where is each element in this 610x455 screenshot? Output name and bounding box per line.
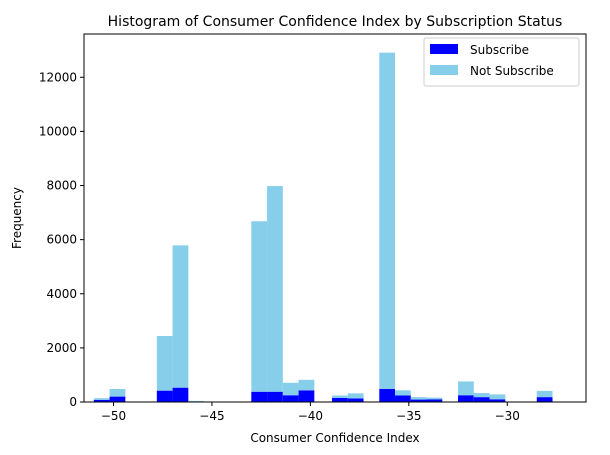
- bar-not-subscribe-0: [93, 398, 110, 400]
- bar-not-subscribe-10: [347, 393, 364, 399]
- bar-subscribe-15: [458, 395, 474, 402]
- plot-frame: [83, 33, 587, 403]
- chart-title: Histogram of Consumer Confidence Index b…: [108, 14, 563, 30]
- y-tick-label: 0: [69, 395, 77, 409]
- y-tick-label: 6000: [46, 233, 77, 247]
- bar-not-subscribe-5: [251, 221, 268, 392]
- legend-swatch-subscribe: [430, 44, 458, 54]
- x-tick-label: −45: [199, 409, 224, 423]
- bar-not-subscribe-13: [410, 397, 427, 400]
- bar-subscribe-14: [426, 399, 443, 402]
- bar-subscribe-6: [267, 391, 283, 402]
- bar-not-subscribe-12: [395, 390, 411, 396]
- bar-subscribe-17: [489, 399, 506, 402]
- legend-label-not-subscribe: Not Subscribe: [470, 64, 554, 78]
- bar-not-subscribe-4: [188, 400, 205, 402]
- bar-subscribe-16: [473, 397, 490, 402]
- bar-not-subscribe-14: [426, 397, 443, 400]
- bar-subscribe-9: [332, 397, 348, 402]
- bar-not-subscribe-15: [458, 381, 474, 396]
- legend-swatch-not-subscribe: [430, 65, 458, 75]
- y-tick-label: 2000: [46, 341, 77, 355]
- x-tick-label: −30: [495, 409, 520, 423]
- x-tick-label: −50: [101, 409, 126, 423]
- x-axis-label: Consumer Confidence Index: [250, 431, 419, 445]
- bar-not-subscribe-16: [473, 393, 490, 398]
- bar-subscribe-12: [395, 395, 411, 402]
- legend-label-subscribe: Subscribe: [470, 43, 529, 57]
- bar-not-subscribe-3: [172, 245, 189, 388]
- y-tick-label: 8000: [46, 179, 77, 193]
- bar-subscribe-18: [536, 397, 553, 402]
- bar-not-subscribe-9: [332, 395, 348, 398]
- bar-subscribe-1: [109, 396, 126, 402]
- bar-not-subscribe-8: [298, 379, 315, 391]
- bar-subscribe-8: [298, 390, 315, 402]
- bar-not-subscribe-11: [379, 52, 396, 390]
- legend: Subscribe Not Subscribe: [423, 37, 580, 87]
- bar-not-subscribe-18: [536, 390, 553, 398]
- bar-not-subscribe-6: [267, 186, 283, 392]
- bar-subscribe-10: [347, 398, 364, 402]
- bar-subscribe-7: [282, 395, 299, 402]
- bar-not-subscribe-17: [489, 394, 506, 400]
- y-axis: 0 2000 4000 6000 8000 10000 12000: [39, 70, 84, 409]
- bar-not-subscribe-7: [282, 382, 299, 396]
- x-tick-label: −35: [396, 409, 421, 423]
- y-tick-label: 4000: [46, 287, 77, 301]
- x-axis: −50 −45 −40 −35 −30: [101, 402, 520, 423]
- bar-subscribe-5: [251, 391, 268, 402]
- bars-group: [93, 52, 553, 402]
- x-tick-label: −40: [298, 409, 323, 423]
- bar-not-subscribe-2: [156, 335, 173, 391]
- bar-subscribe-3: [172, 387, 189, 402]
- bar-subscribe-13: [410, 399, 427, 402]
- bar-subscribe-11: [379, 389, 396, 402]
- bar-not-subscribe-1: [109, 389, 126, 397]
- y-tick-label: 10000: [39, 124, 77, 138]
- legend-box: [423, 37, 580, 87]
- y-axis-label: Frequency: [10, 187, 24, 249]
- bar-subscribe-0: [93, 399, 110, 402]
- bar-subscribe-2: [156, 390, 173, 402]
- y-tick-label: 12000: [39, 70, 77, 84]
